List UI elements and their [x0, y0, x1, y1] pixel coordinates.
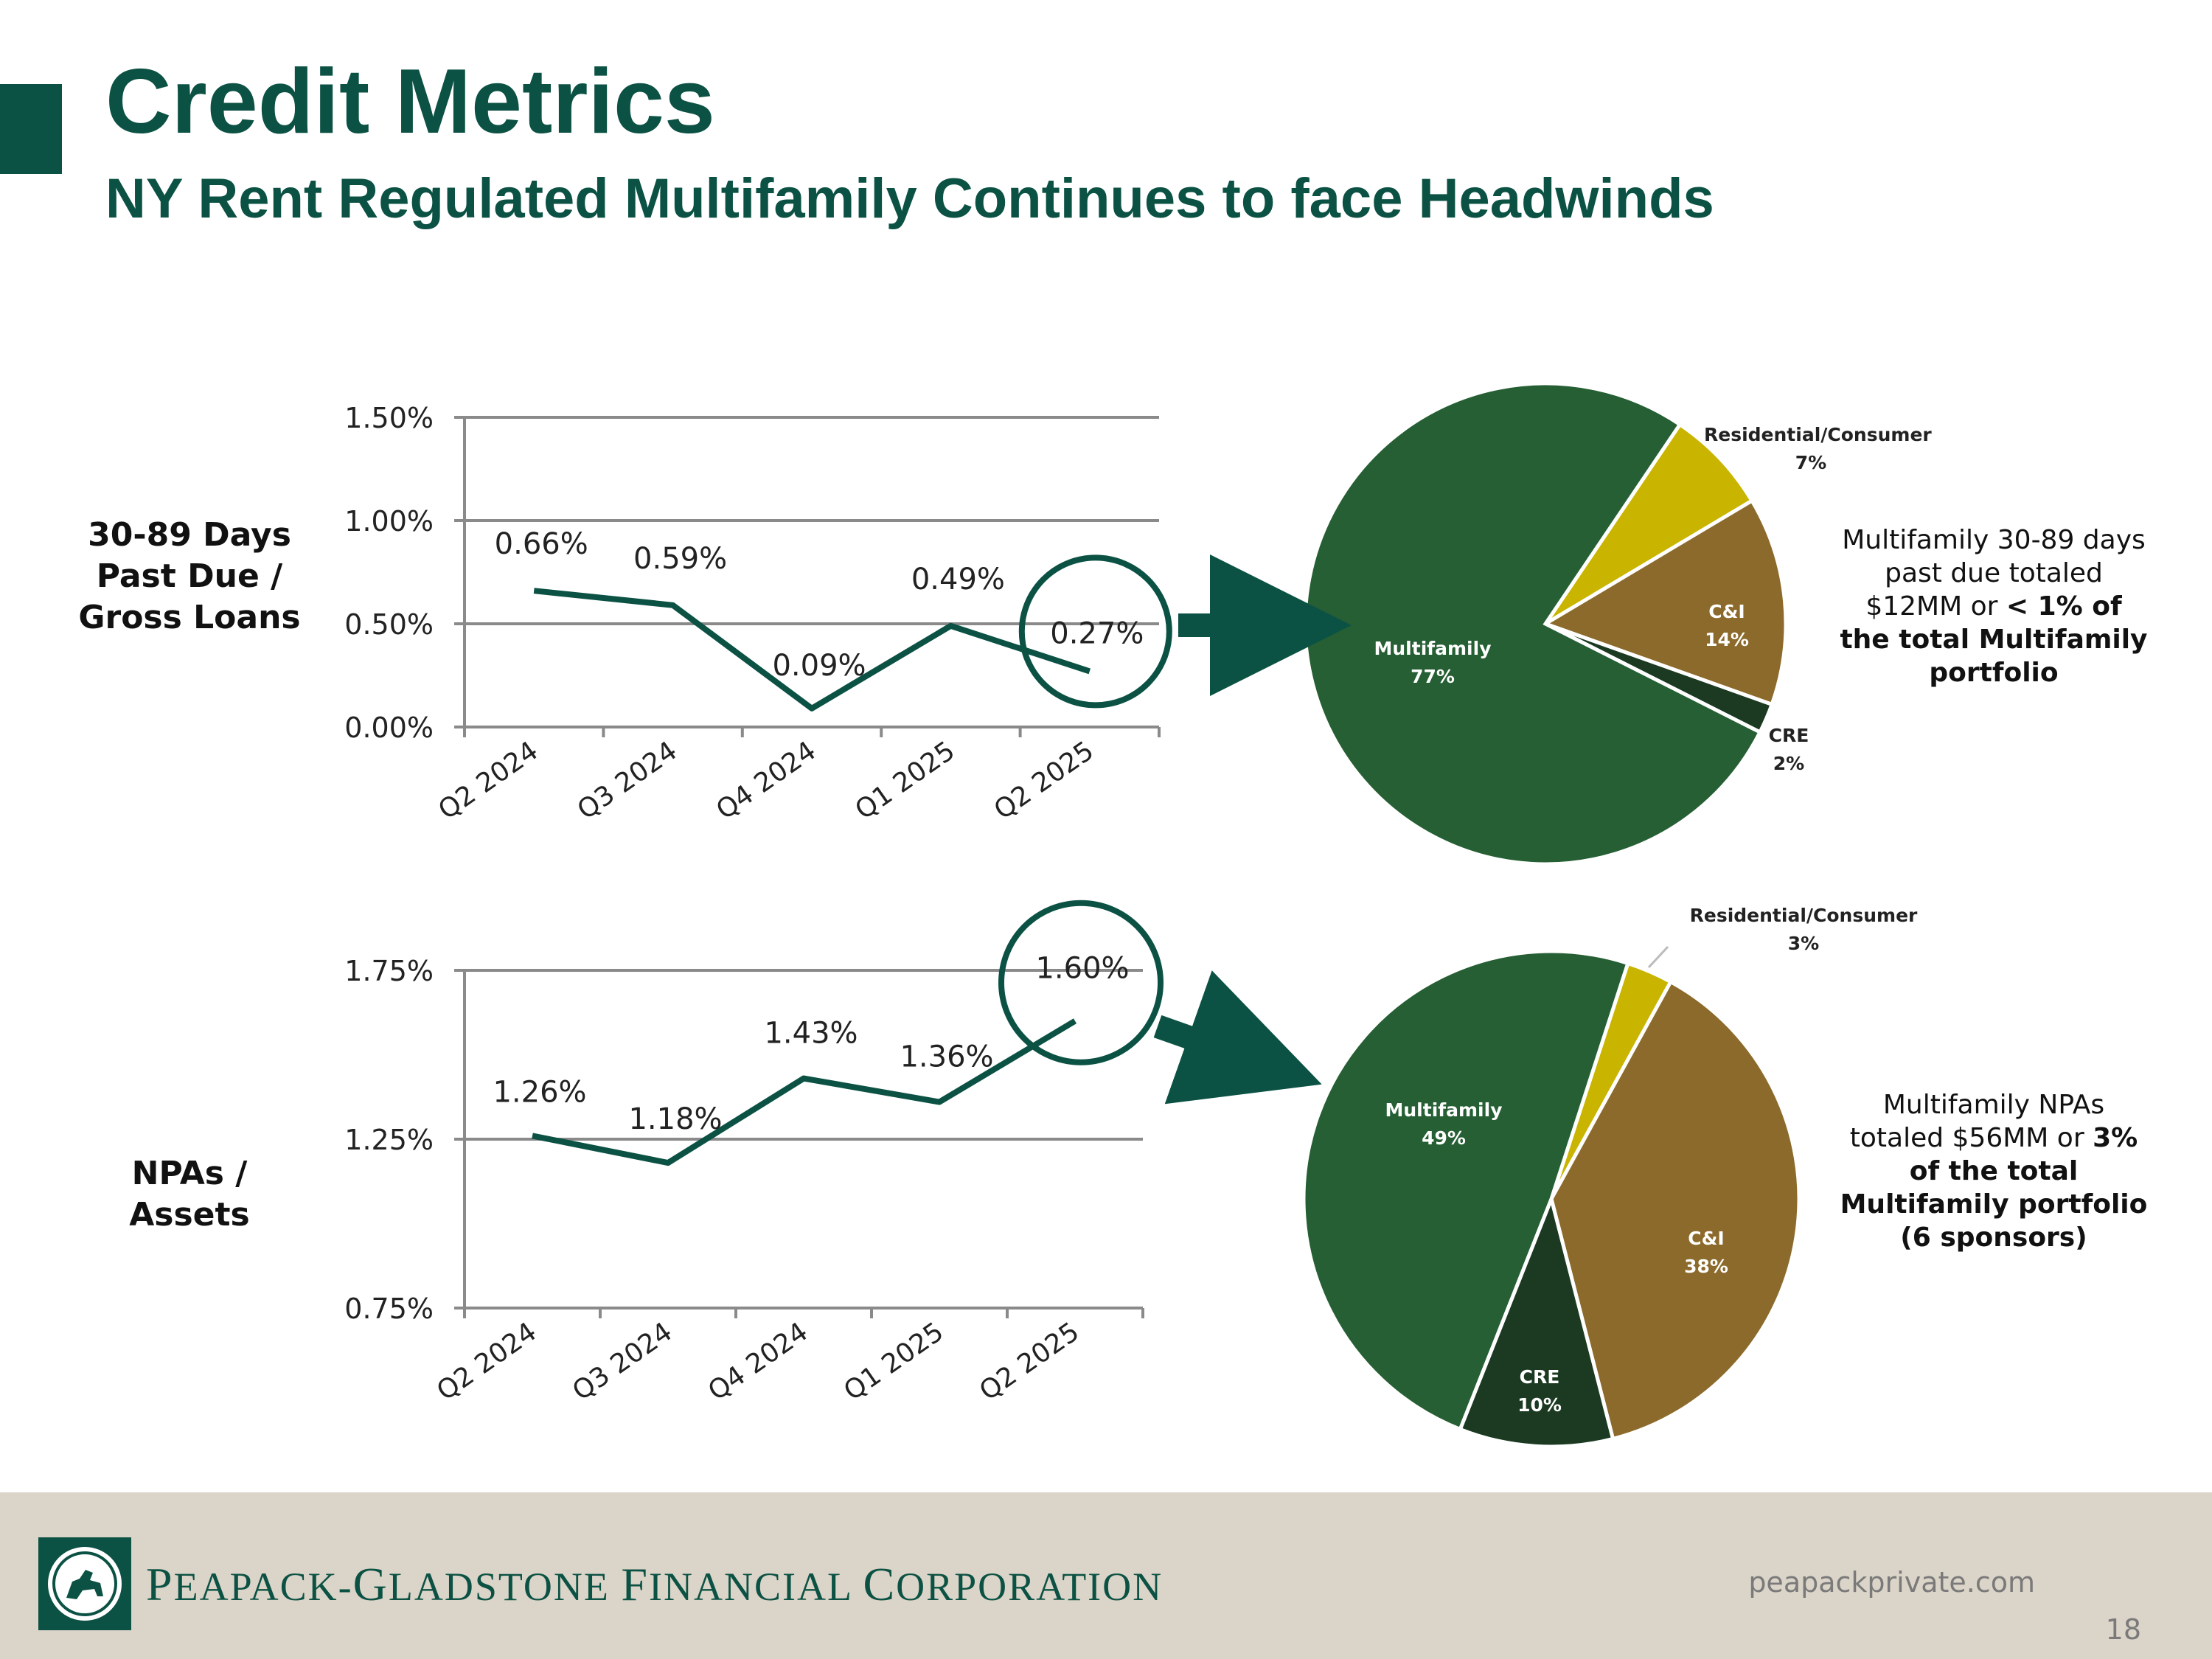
pie-slice-label: Multifamily: [1374, 638, 1492, 659]
pie-slice-label: Multifamily: [1385, 1099, 1503, 1121]
data-label: 0.27%: [1050, 616, 1144, 650]
pie-slice-label: Residential/Consumer: [1690, 905, 1918, 926]
pie-slice: [1541, 498, 1788, 707]
pie-slice-label: C&I: [1708, 601, 1745, 622]
data-label: 1.43%: [764, 1017, 858, 1051]
callout-text: Multifamily NPAs totaled $56MM or: [1849, 1090, 2105, 1153]
highlight-circle: [1018, 554, 1172, 709]
x-tick-label: Q2 2025: [989, 736, 1099, 826]
x-tick-label: Q4 2024: [703, 1317, 813, 1407]
data-label: 0.09%: [772, 649, 866, 683]
page-number: 18: [2105, 1613, 2141, 1646]
y-tick-label: 1.25%: [344, 1124, 434, 1156]
company-name-part: LADSTONE: [388, 1565, 622, 1609]
website-link[interactable]: peapackprivate.com: [1748, 1566, 2035, 1599]
pie-leader-line: [1647, 945, 1669, 969]
x-tick-label: Q3 2024: [572, 736, 683, 826]
charts-canvas: 0.00% 0.50% 1.00% 1.50% Q2 2024 Q3 2024 Q4 202…: [344, 383, 1933, 1449]
y-tick-label: 1.50%: [344, 402, 434, 434]
pie-slice-label: C&I: [1688, 1228, 1724, 1249]
row-label-line: Assets: [129, 1196, 250, 1234]
company-seal-icon: [38, 1537, 131, 1630]
highlight-circle: [998, 900, 1164, 1065]
pie-slice-label: CRE: [1769, 725, 1809, 746]
callout-emphasis: < 1% of the total Multifamily portfolio: [1840, 591, 2148, 688]
callout-emphasis: 3%: [2093, 1123, 2138, 1153]
pie-slice-percent: 38%: [1684, 1256, 1728, 1277]
arrow-to-pie-bottom: [1153, 970, 1322, 1105]
data-label: 1.60%: [1035, 952, 1129, 986]
footer-band: [0, 1492, 2212, 1659]
pie-slice-percent: 49%: [1422, 1127, 1466, 1149]
company-name-initial: G: [352, 1558, 389, 1610]
callout-emphasis: of the total Multifamily portfolio (6 sp…: [1840, 1156, 2148, 1253]
company-name-initial: F: [621, 1558, 649, 1610]
y-tick-label: 0.00%: [344, 712, 434, 744]
row-label-past-due: 30-89 Days Past Due / Gross Loans: [68, 515, 311, 639]
data-label: 0.66%: [495, 527, 588, 561]
company-name-part: EAPACK-: [173, 1565, 353, 1609]
callout-past-due: Multifamily 30-89 days past due totaled …: [1839, 524, 2149, 689]
pie-slice: [1301, 949, 1630, 1432]
pie-slice-percent: 7%: [1795, 452, 1826, 473]
company-name-part: INANCIAL: [648, 1565, 863, 1609]
y-tick-label: 0.50%: [344, 608, 434, 641]
data-label: 1.26%: [493, 1075, 586, 1109]
company-name-part: ORPORATION: [896, 1565, 1164, 1609]
y-tick-label: 1.75%: [344, 955, 434, 987]
x-tick-label: Q2 2025: [974, 1317, 1085, 1407]
row-label-line: NPAs /: [131, 1155, 248, 1192]
callout-npas: Multifamily NPAs totaled $56MM or 3% of …: [1839, 1088, 2149, 1254]
data-label: 1.36%: [900, 1040, 993, 1074]
x-tick-label: Q1 2025: [850, 736, 961, 826]
title-accent-bar: [0, 84, 62, 174]
x-tick-label: Q3 2024: [567, 1317, 678, 1407]
x-tick-label: Q2 2024: [433, 736, 543, 826]
pie-slice: [1549, 979, 1801, 1441]
pie-slice: [1543, 422, 1755, 626]
company-name: PEAPACK-GLADSTONE FINANCIAL CORPORATION: [146, 1557, 1163, 1612]
row-label-line: Past Due /: [96, 557, 283, 595]
data-label: 0.49%: [911, 563, 1005, 597]
pie-slice-percent: 77%: [1411, 666, 1455, 687]
pie-slice-percent: 10%: [1517, 1394, 1562, 1416]
company-name-initial: P: [146, 1558, 174, 1610]
row-label-line: Gross Loans: [78, 599, 301, 636]
page-title: Credit Metrics: [105, 51, 715, 153]
y-tick-label: 0.75%: [344, 1293, 434, 1325]
pie-slice-label: Residential/Consumer: [1704, 424, 1932, 445]
x-tick-label: Q1 2025: [838, 1317, 949, 1407]
y-tick-label: 1.00%: [344, 505, 434, 538]
company-name-initial: C: [863, 1558, 897, 1610]
pie-slice-label: CRE: [1520, 1366, 1560, 1388]
row-label-npas: NPAs / Assets: [68, 1153, 311, 1236]
pie-slice-percent: 14%: [1705, 629, 1749, 650]
page-subtitle: NY Rent Regulated Multifamily Continues …: [105, 167, 1714, 230]
pie-slice: [1458, 1192, 1615, 1449]
x-tick-label: Q2 2024: [431, 1317, 542, 1407]
row-label-line: 30-89 Days: [88, 516, 291, 554]
data-label: 1.18%: [628, 1102, 722, 1136]
data-label: 0.59%: [633, 542, 727, 576]
pie-slice-percent: 3%: [1788, 933, 1819, 954]
callout-text: Multifamily 30-89 days past due totaled …: [1842, 525, 2146, 622]
pie-slice-percent: 2%: [1773, 753, 1804, 774]
x-tick-label: Q4 2024: [711, 736, 821, 826]
